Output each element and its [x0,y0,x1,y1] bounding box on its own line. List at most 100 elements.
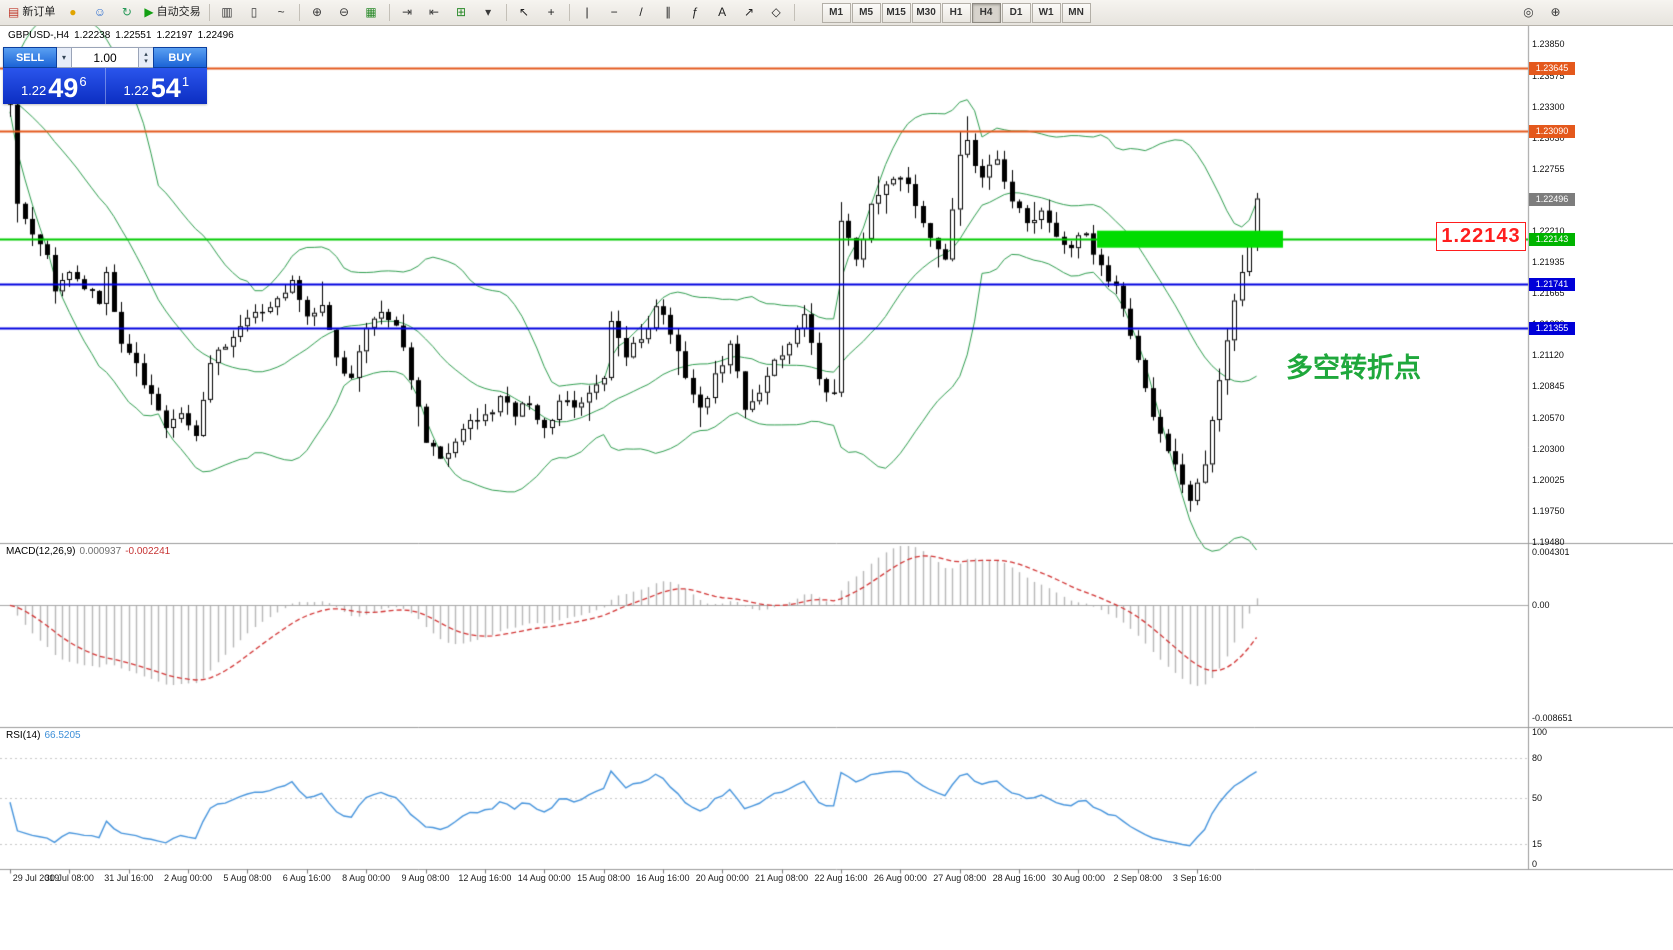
rsi-axis-label: 100 [1532,727,1548,737]
profiles-icon[interactable]: ☺ [87,2,112,23]
volume-spinner[interactable]: ▴ ▾ [138,47,153,68]
volume-dropdown[interactable]: ▾ [57,47,72,68]
shapes-icon[interactable]: ◇ [764,2,789,23]
time-axis-label: 15 Aug 08:00 [577,873,631,883]
trendline-icon: / [639,5,643,19]
text-label-icon[interactable]: A [710,2,735,23]
crosshair-icon[interactable]: + [539,2,564,23]
magnifier-icon[interactable]: ◎ [1516,2,1541,23]
tile-windows-icon[interactable]: ▦ [359,2,384,23]
close-value: 1.22496 [197,30,234,41]
horizontal-line-icon[interactable]: − [602,2,627,23]
zoom-out-icon: ⊖ [339,5,350,19]
text-label-icon: A [718,5,727,19]
magnifier-plus-icon[interactable]: ⊕ [1543,2,1568,23]
fibonacci-icon[interactable]: ƒ [683,2,708,23]
macd-axis-label: -0.008651 [1532,713,1573,723]
price-axis-label: 1.23575 [1532,70,1565,81]
line-chart-mode-icon[interactable]: ~ [269,2,294,23]
auto-scroll-icon[interactable]: ⇥ [395,2,420,23]
price-line-tag: 1.23090 [1529,124,1575,138]
objects-dropdown-icon[interactable]: ▾ [476,2,501,23]
price-line-tag: 1.21741 [1529,278,1575,292]
line-chart-mode-icon: ~ [277,5,285,19]
magnifier-icon: ◎ [1523,5,1534,19]
rsi-axis-label: 50 [1532,793,1543,803]
time-axis-label: 16 Aug 16:00 [636,873,690,883]
timeframe-toolbar: M1 M5 M15 M30 H1 H4 D1 W1 MN [821,2,1091,23]
current-price-tag: 1.22496 [1529,192,1575,206]
buy-button[interactable]: BUY [153,47,207,68]
annotation-note[interactable]: 多空转折点 [1286,353,1421,383]
timeframe-m15[interactable]: M15 [881,2,911,23]
macd-axis-label: 0.004301 [1532,547,1570,557]
zoom-out-icon[interactable]: ⊖ [332,2,357,23]
chart-shift-icon: ⇤ [429,5,440,19]
time-axis-label: 6 Aug 16:00 [282,873,331,883]
price-axis-label: 1.23850 [1532,39,1565,50]
macd-signal-value: -0.002241 [125,546,171,557]
candlestick-mode-icon[interactable]: ▯ [242,2,267,23]
vertical-line-icon[interactable]: | [575,2,600,23]
indicators-add-icon[interactable]: ⊞ [449,2,474,23]
volume-input[interactable]: 1.00 [72,47,138,68]
refresh-icon[interactable]: ↻ [114,2,139,23]
timeframe-w1[interactable]: W1 [1031,2,1061,23]
timeframe-m5[interactable]: M5 [851,2,881,23]
channel-icon[interactable]: ∥ [656,2,681,23]
rsi-name: RSI(14) [6,730,41,741]
sell-price[interactable]: 1.22 49 6 [3,68,106,104]
chevron-down-icon[interactable]: ▾ [144,57,148,65]
trendline-icon[interactable]: / [629,2,654,23]
price-axis-label: 1.19750 [1532,506,1565,517]
chevron-down-icon: ▾ [61,53,66,62]
timeframe-mn[interactable]: MN [1061,2,1091,23]
price-axis-label: 1.20570 [1532,412,1565,423]
channel-icon: ∥ [665,5,672,19]
macd-axis-label: 0.00 [1532,600,1550,611]
time-axis-label: 3 Sep 16:00 [1172,873,1222,883]
shapes-icon: ◇ [771,5,781,19]
autotrading-icon: ▶ [144,5,154,19]
price-axis-label: 1.22755 [1532,164,1565,174]
time-axis-label: 31 Jul 16:00 [104,873,154,883]
autotrading-button[interactable]: ▶ 自动交易 [141,2,203,23]
arrow-objects-icon: ↗ [744,5,755,19]
open-value: 1.22238 [74,30,111,41]
timeframe-m30[interactable]: M30 [911,2,941,23]
price-axis-label: 1.21935 [1532,257,1565,268]
autotrading-button-label: 自动交易 [156,6,201,18]
price-axis-label: 1.20025 [1532,474,1565,485]
price-callout[interactable]: 1.22143 [1436,222,1526,251]
price-axis-label: 1.21120 [1532,350,1564,361]
chevron-up-icon[interactable]: ▴ [144,50,148,58]
buy-price[interactable]: 1.22 54 1 [106,68,208,104]
symbol-period-label: GBPUSD-,H4 [8,30,70,41]
bar-chart-mode-icon[interactable]: ▥ [215,2,240,23]
magnifier-plus-icon: ⊕ [1550,5,1561,19]
new-order-button-label: 新订单 [22,6,56,18]
timeframe-h4[interactable]: H4 [971,2,1001,23]
timeframe-d1[interactable]: D1 [1001,2,1031,23]
time-axis-label: 28 Aug 16:00 [992,873,1046,883]
candlestick-mode-icon: ▯ [250,5,258,19]
vertical-line-icon: | [585,5,589,19]
crosshair-icon: + [547,5,555,19]
timeframe-h1[interactable]: H1 [941,2,971,23]
toolbar-separator [208,4,210,21]
chart-shift-icon[interactable]: ⇤ [422,2,447,23]
arrow-objects-icon[interactable]: ↗ [737,2,762,23]
indicator-list-icon[interactable]: ● [60,2,85,23]
time-axis-label: 12 Aug 16:00 [458,873,512,883]
time-axis-label: 26 Aug 00:00 [873,873,927,883]
new-order-button[interactable]: ▤ 新订单 [5,2,58,23]
timeframe-m1[interactable]: M1 [821,2,851,23]
toolbar-separator [568,4,570,21]
time-axis-label: 30 Jul 08:00 [44,873,94,883]
cursor-icon[interactable]: ↖ [512,2,537,23]
sell-button[interactable]: SELL [3,47,57,68]
rsi-value: 66.5205 [44,730,81,741]
zoom-in-icon[interactable]: ⊕ [305,2,330,23]
